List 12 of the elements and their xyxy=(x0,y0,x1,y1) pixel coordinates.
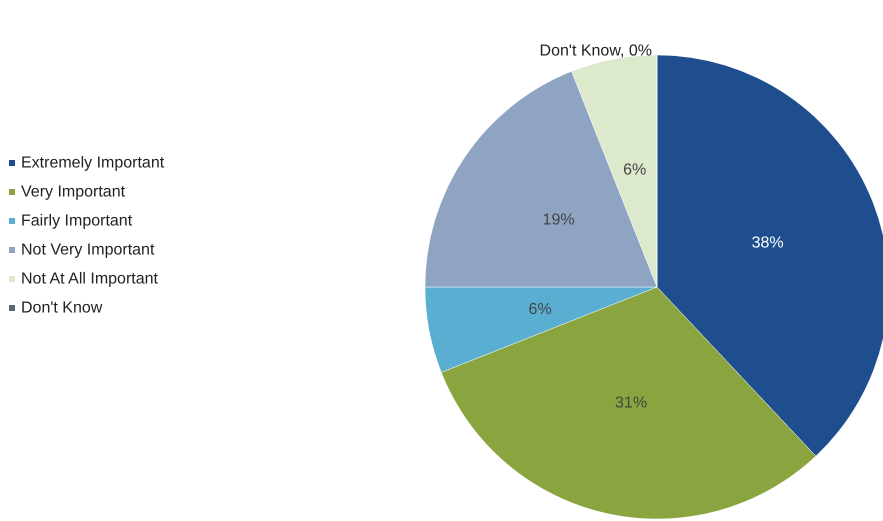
data-label: 6% xyxy=(528,300,552,318)
data-label: 31% xyxy=(615,394,648,412)
text: Don't Know, 0% xyxy=(540,42,652,60)
legend-label: Not Very Important xyxy=(21,242,155,258)
data-label: 38% xyxy=(752,234,784,252)
legend-label: Don't Know xyxy=(21,300,103,316)
data-label: 19% xyxy=(542,212,575,229)
legend-label: Fairly Important xyxy=(21,212,133,230)
legend-label: Extremely Important xyxy=(21,154,165,172)
data-label: 6% xyxy=(623,162,646,179)
legend-label: Not At All Important xyxy=(21,270,159,288)
legend-label: Very Important xyxy=(21,184,126,200)
